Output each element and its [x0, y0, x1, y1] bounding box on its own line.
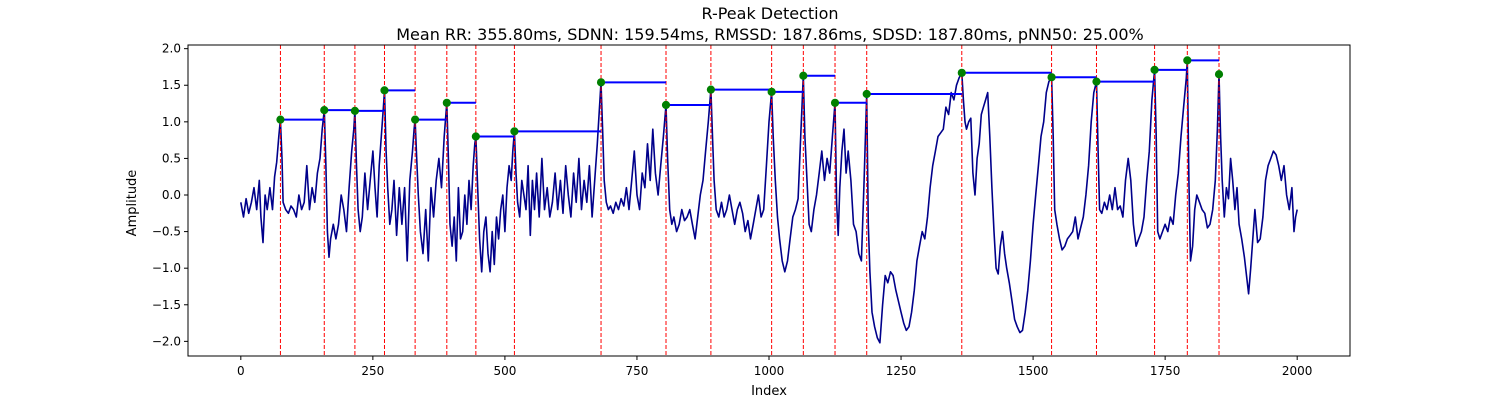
peak-marker-6 — [442, 98, 451, 107]
x-axis-label: Index — [751, 384, 787, 399]
peak-marker-12 — [767, 87, 776, 96]
peak-marker-13 — [799, 71, 808, 80]
y-axis: −2.0 −1.5 −1.0 −0.5 0.0 0.5 1.0 1.5 2.0 — [152, 42, 188, 348]
peak-marker-18 — [1092, 77, 1101, 86]
x-tick-label-1750: 1750 — [1150, 364, 1181, 378]
peak-marker-2 — [320, 106, 329, 115]
plot-area — [240, 45, 1298, 356]
x-tick-label-1250: 1250 — [886, 364, 917, 378]
peak-marker-5 — [411, 115, 420, 124]
y-tick-label-0.5: 0.5 — [162, 151, 181, 165]
x-tick-label-250: 250 — [361, 364, 384, 378]
y-tick-label-1.5: 1.5 — [162, 78, 181, 92]
peak-marker-14 — [830, 98, 840, 107]
peak-marker-3 — [350, 106, 360, 115]
peak-marker-9 — [596, 78, 606, 87]
y-tick-label-0: 0.0 — [162, 188, 181, 202]
peak-marker-8 — [510, 127, 519, 136]
x-tick-label-750: 750 — [626, 364, 649, 378]
x-tick-label-1000: 1000 — [754, 364, 785, 378]
peak-marker-4 — [380, 86, 389, 95]
y-tick-label-2: 2.0 — [162, 42, 181, 56]
x-tick-label-0: 0 — [237, 364, 245, 378]
y-tick-label--1: −1.0 — [152, 261, 181, 275]
y-tick-label-1: 1.0 — [162, 115, 181, 129]
y-tick-label--0.5: −0.5 — [152, 225, 181, 239]
x-axis: 0 250 500 750 1000 1250 1500 1750 2000 — [237, 356, 1312, 378]
x-tick-label-2000: 2000 — [1282, 364, 1313, 378]
chart-title: R-Peak Detection — [701, 4, 838, 23]
peak-marker-1 — [276, 115, 285, 124]
peak-marker-16 — [957, 68, 966, 77]
chart-subtitle: Mean RR: 355.80ms, SDNN: 159.54ms, RMSSD… — [396, 25, 1144, 44]
peak-marker-15 — [862, 89, 871, 99]
y-tick-label--2: −2.0 — [152, 334, 181, 348]
y-tick-label--1.5: −1.5 — [152, 298, 181, 312]
peak-marker-20 — [1183, 56, 1192, 65]
x-tick-label-1500: 1500 — [1018, 364, 1049, 378]
peak-marker-19 — [1150, 65, 1159, 74]
peak-marker-17 — [1047, 73, 1056, 82]
peak-marker-10 — [661, 100, 671, 110]
x-tick-label-500: 500 — [493, 364, 516, 378]
y-axis-label: Amplitude — [125, 170, 140, 237]
signal-line — [240, 59, 1298, 344]
peak-marker-7 — [471, 132, 480, 141]
peak-marker-21 — [1214, 70, 1224, 79]
peak-marker-11 — [706, 85, 716, 94]
